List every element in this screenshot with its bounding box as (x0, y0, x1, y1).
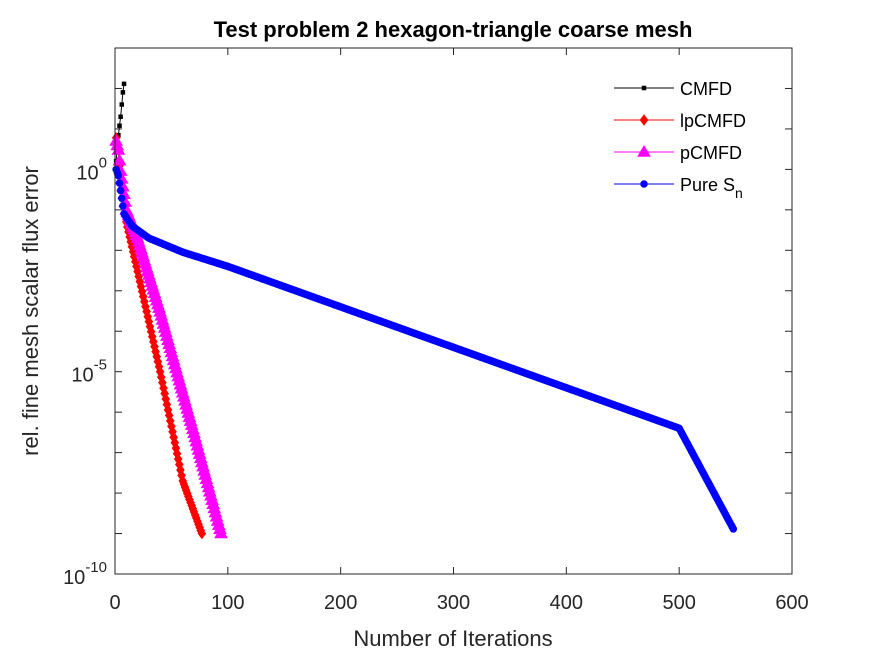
legend-item-0: CMFD (614, 79, 732, 99)
y-tick-label: 100 (76, 154, 107, 184)
data-point (112, 153, 127, 166)
series-points-3 (112, 165, 738, 533)
legend-marker (640, 180, 648, 188)
series-markers (109, 81, 738, 540)
legend-item-1: lpCMFD (614, 111, 746, 131)
legend-box (600, 68, 780, 200)
data-point (115, 179, 124, 187)
x-tick-label: 500 (662, 592, 695, 614)
y-tick-label: 10-5 (71, 357, 107, 387)
legend-label: Pure Sn (680, 175, 743, 201)
x-tick-label: 300 (437, 592, 470, 614)
x-tick-label: 400 (550, 592, 583, 614)
legend-label: CMFD (680, 79, 732, 99)
data-point (121, 81, 127, 87)
data-point (120, 90, 126, 95)
data-point (117, 123, 122, 128)
data-point (116, 186, 125, 195)
data-point (119, 102, 125, 107)
legend: CMFD lpCMFD pCMFD Pure Sn (600, 68, 780, 201)
plot-frame (114, 47, 793, 575)
x-tick-label: 100 (211, 592, 244, 614)
legend-item-3: Pure Sn (614, 175, 743, 201)
x-tick-label: 200 (324, 592, 357, 614)
x-axis-label: Number of Iterations (353, 626, 552, 651)
x-tick-label: 0 (109, 592, 120, 614)
chart-title: Test problem 2 hexagon-triangle coarse m… (214, 17, 693, 42)
legend-label: lpCMFD (680, 111, 746, 131)
legend-marker (641, 85, 647, 91)
x-tick-label: 600 (775, 592, 808, 614)
data-point (118, 114, 123, 119)
legend-marker (639, 114, 649, 126)
data-point (197, 527, 207, 540)
legend-label: pCMFD (680, 143, 742, 163)
data-point (119, 202, 127, 210)
y-tick-labels: 10-10 10-5 100 (63, 154, 107, 589)
y-tick-label: 10-10 (63, 559, 107, 589)
data-point (118, 194, 126, 203)
data-point (114, 171, 123, 180)
y-axis-label: rel. fine mesh scalar flux error (18, 166, 43, 456)
x-tick-labels: 0 100 200 300 400 500 600 (109, 592, 808, 614)
legend-item-2: pCMFD (614, 143, 742, 163)
legend-marker (637, 145, 651, 157)
data-point (729, 525, 738, 533)
data-point (214, 526, 228, 539)
